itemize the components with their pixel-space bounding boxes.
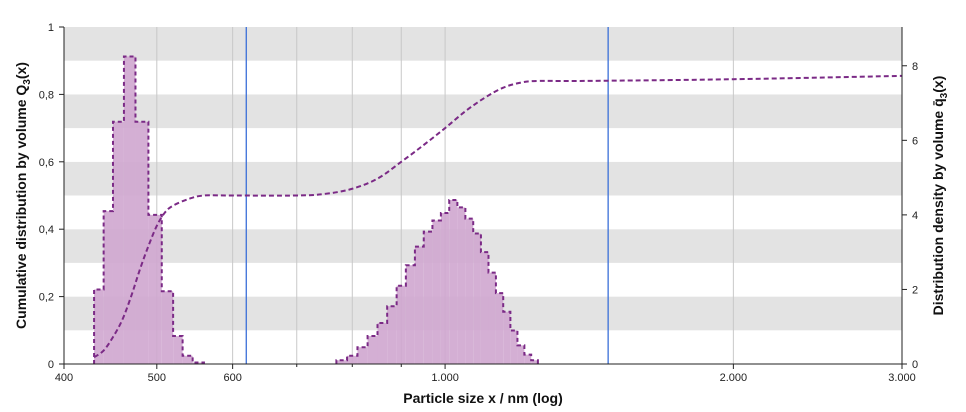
grid-band [64, 60, 902, 95]
grid-band [64, 161, 902, 196]
axes [63, 27, 903, 365]
x-tick-label: 600 [223, 372, 241, 384]
grid-band [64, 128, 902, 162]
grid-band [64, 195, 902, 230]
density-histogram [93, 55, 539, 364]
histogram-bar [524, 354, 532, 364]
histogram-bar [473, 233, 481, 364]
histogram-bar [367, 336, 378, 364]
y-left-tick-label: 0,2 [39, 292, 54, 304]
histogram-bar [357, 347, 368, 364]
histogram-bar [457, 207, 466, 364]
histogram-bar [405, 265, 415, 364]
histogram-bar [449, 199, 458, 364]
y-right-tick-label: 2 [912, 284, 918, 296]
histogram-bar [173, 336, 183, 364]
cumulative-curve-group [93, 74, 903, 359]
y-right-tick-label: 0 [912, 359, 918, 371]
histogram-bar [396, 285, 406, 364]
background-bands [64, 27, 902, 364]
histogram-bar [503, 311, 511, 364]
histogram-outline [93, 55, 205, 364]
histogram-bar [135, 121, 149, 364]
histogram-bar [161, 291, 174, 364]
histogram-bar [377, 322, 388, 364]
x-tick-label: 1.000 [431, 372, 459, 384]
grid-band [64, 27, 902, 61]
histogram-bar [488, 272, 496, 364]
histogram-bar [465, 218, 474, 364]
y-left-axis-title: Cumulative distribution by volume Q3(x) [13, 62, 33, 329]
histogram-bar [432, 220, 441, 364]
x-tick-label: 2.000 [720, 372, 748, 384]
histogram-bar [123, 56, 136, 364]
histogram-bar [387, 306, 397, 364]
cumulative-curve [93, 74, 903, 359]
histogram-bar [510, 330, 518, 364]
x-tick-label: 500 [148, 372, 166, 384]
tick-labels: 400 500 600 1.000 2.000 3.00000,20,40,60,8102… [39, 22, 918, 384]
x-axis-title: Particle size x / nm (log) [403, 390, 563, 406]
x-tick-label: 3.000 [888, 372, 916, 384]
histogram-bar [148, 214, 162, 364]
histogram-bar [347, 355, 358, 364]
y-right-tick-label: 4 [912, 210, 918, 222]
x-tick-label: 400 [55, 372, 73, 384]
axis-titles: Particle size x / nm (log) Cumulative dis… [13, 62, 950, 406]
histogram-outline [335, 198, 539, 364]
y-left-tick-label: 1 [48, 22, 54, 34]
y-right-tick-label: 8 [912, 61, 918, 73]
histogram-bar [414, 246, 424, 364]
histogram-bar [440, 213, 450, 364]
histogram-bar [517, 345, 525, 364]
histogram-bar [103, 211, 113, 364]
y-left-tick-label: 0 [48, 359, 54, 371]
y-right-axis-title: Distribution density by volume q̄3(x) [930, 76, 950, 316]
histogram-bar [495, 293, 504, 364]
histogram-bar [423, 231, 433, 364]
y-left-tick-label: 0,4 [39, 224, 54, 236]
histogram-bar [94, 289, 104, 364]
y-left-tick-label: 0,6 [39, 157, 54, 169]
histogram-bar [531, 360, 538, 364]
histogram-bar [336, 360, 348, 364]
y-right-tick-label: 6 [912, 135, 918, 147]
y-left-tick-label: 0,8 [39, 89, 54, 101]
histogram-bar [112, 121, 124, 364]
histogram-bar [182, 355, 193, 364]
histogram-bar [480, 252, 489, 364]
